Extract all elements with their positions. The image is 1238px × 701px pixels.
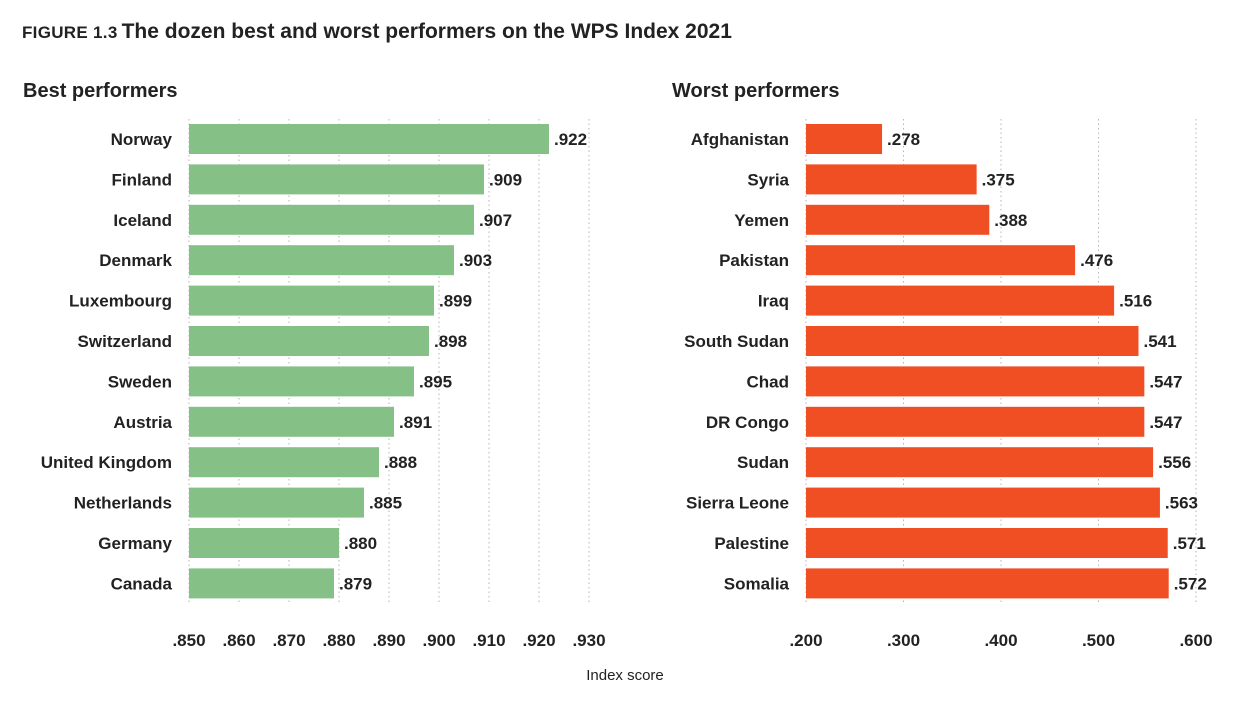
best-category-label: United Kingdom [41,453,172,472]
worst-category-label: Iraq [758,292,789,311]
best-tick-label: .880 [322,631,355,650]
worst-category-label: Palestine [714,534,789,553]
best-value-label: .909 [489,170,522,189]
best-category-label: Netherlands [74,494,172,513]
best-value-label: .899 [439,292,472,311]
worst-tick-label: .400 [984,631,1017,650]
best-tick-label: .900 [422,631,455,650]
worst-tick-label: .200 [789,631,822,650]
best-value-label: .888 [384,453,417,472]
best-bar [189,245,454,276]
best-value-label: .903 [459,251,492,270]
worst-bar [806,447,1154,478]
best-value-label: .922 [554,130,587,149]
best-tick-label: .890 [372,631,405,650]
worst-bar [806,245,1076,276]
worst-category-label: Afghanistan [691,130,789,149]
worst-tick-label: .300 [887,631,920,650]
best-tick-label: .910 [472,631,505,650]
best-category-label: Austria [113,413,172,432]
worst-bar [806,487,1160,518]
worst-value-label: .541 [1143,332,1176,351]
worst-value-label: .278 [887,130,920,149]
worst-value-label: .547 [1149,413,1182,432]
worst-category-label: Somalia [724,574,790,593]
best-tick-label: .870 [272,631,305,650]
best-bar [189,528,339,558]
best-category-label: Switzerland [78,332,172,351]
worst-category-label: Syria [747,170,789,189]
best-bar [189,164,484,195]
best-value-label: .898 [434,332,467,351]
best-value-label: .885 [369,494,402,513]
worst-value-label: .547 [1149,372,1182,391]
best-value-label: .891 [399,413,432,432]
best-bar [189,568,334,599]
worst-value-label: .571 [1173,534,1206,553]
best-value-label: .879 [339,574,372,593]
best-category-label: Iceland [113,211,172,230]
worst-category-label: Pakistan [719,251,789,270]
best-value-label: .880 [344,534,377,553]
best-bar [189,487,364,518]
best-category-label: Sweden [108,372,172,391]
best-tick-label: .860 [222,631,255,650]
worst-panel-title: Worst performers [672,80,839,102]
worst-bar [806,366,1145,397]
best-bar [189,406,394,437]
best-category-label: Norway [111,130,173,149]
worst-bar [806,124,883,154]
worst-category-label: Sierra Leone [686,494,789,513]
best-value-label: .895 [419,372,452,391]
figure-number: FIGURE 1.3 [22,23,118,42]
best-category-label: Germany [98,534,172,553]
best-value-label: .907 [479,211,512,230]
worst-value-label: .388 [994,211,1027,230]
worst-performers-panel: Worst performers .200 .300 .400 .500 .600 Afgh… [672,80,1213,650]
worst-tick-label: .600 [1179,631,1212,650]
best-performers-panel: Best performers .850 .860 .870 .880 .890 .900.… [23,80,606,650]
best-panel-title: Best performers [23,80,178,102]
best-bar [189,366,414,397]
worst-category-label: DR Congo [706,413,789,432]
worst-bar [806,285,1115,316]
worst-category-label: Chad [747,372,790,391]
best-tick-label: .850 [172,631,205,650]
best-tick-label: .930 [572,631,605,650]
best-category-label: Finland [112,170,172,189]
best-tick-label: .920 [522,631,555,650]
best-bar [189,124,549,154]
best-bar [189,204,474,235]
worst-category-label: Yemen [734,211,789,230]
worst-bar [806,326,1139,356]
worst-category-label: Sudan [737,453,789,472]
worst-value-label: .563 [1165,494,1198,513]
best-category-label: Luxembourg [69,292,172,311]
worst-category-label: South Sudan [684,332,789,351]
worst-bar [806,528,1168,558]
worst-tick-label: .500 [1082,631,1115,650]
x-axis-title: Index score [586,667,664,684]
figure-title: FIGURE 1.3 The dozen best and worst perfo… [22,18,732,46]
worst-value-label: .476 [1080,251,1113,270]
best-bar [189,285,434,316]
worst-bar [806,164,977,195]
figure-title-text: The dozen best and worst performers on t… [121,20,732,43]
worst-bar [806,204,990,235]
worst-value-label: .572 [1174,574,1207,593]
worst-value-label: .375 [982,170,1015,189]
worst-bar [806,406,1145,437]
worst-value-label: .516 [1119,292,1152,311]
best-bar [189,447,379,478]
worst-bar [806,568,1169,599]
best-category-label: Canada [111,574,173,593]
worst-value-label: .556 [1158,453,1191,472]
best-category-label: Denmark [99,251,172,270]
best-bar [189,326,429,356]
